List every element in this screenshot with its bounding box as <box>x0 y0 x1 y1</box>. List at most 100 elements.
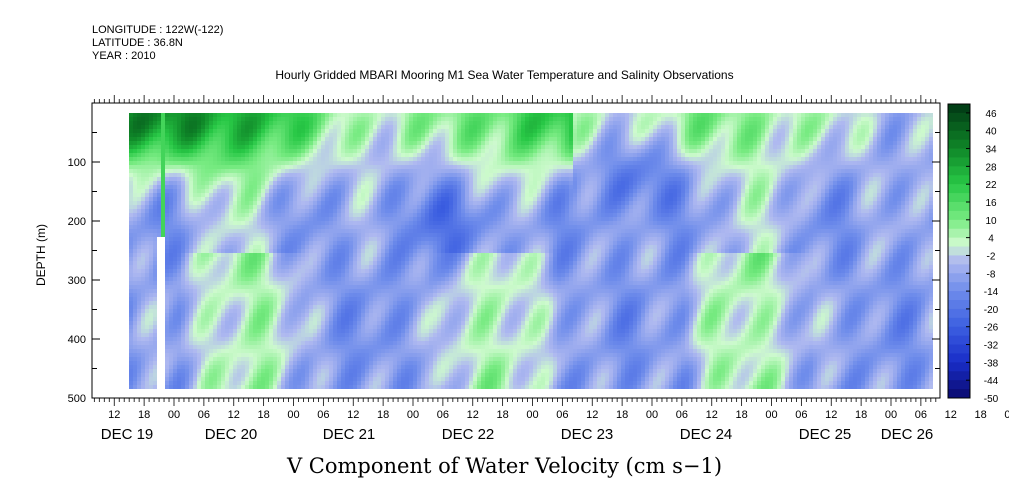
colorbar: 46 40 34 28 22 16 10 4 -2 -8 -14 -20 -26 -32 -38 -44 -50 <box>947 103 999 405</box>
colorbar-band <box>948 362 970 372</box>
colorbar-band <box>948 237 970 248</box>
colorbar-label: 16 <box>985 198 997 209</box>
colorbar-label: -8 <box>987 269 996 280</box>
colorbar-band <box>948 228 970 239</box>
x-tick-label: 12 <box>108 409 120 421</box>
x-tick-label: 06 <box>198 409 210 421</box>
x-tick-label: 12 <box>945 409 957 421</box>
y-tick-label: 400 <box>68 334 86 346</box>
colorbar-label: -20 <box>984 305 999 316</box>
x-tick-label: 18 <box>497 409 509 421</box>
x-tick-label: 12 <box>706 409 718 421</box>
longitude-label: LONGITUDE : 122W(-122) <box>92 24 224 36</box>
colorbar-band <box>948 112 970 123</box>
colorbar-band <box>948 335 970 346</box>
colorbar-label: -32 <box>984 341 999 352</box>
day-label: DEC 25 <box>799 426 852 443</box>
day-label: DEC 22 <box>442 426 495 443</box>
x-tick-label: 18 <box>855 409 867 421</box>
x-tick-label: 18 <box>258 409 270 421</box>
colorbar-label: -14 <box>984 287 999 298</box>
x-tick-label: 12 <box>586 409 598 421</box>
x-tick-label: 18 <box>138 409 150 421</box>
x-tick-label: 00 <box>407 409 419 421</box>
x-axis-label: V Component of Water Velocity (cm s−1) <box>286 454 723 478</box>
chart-title: Hourly Gridded MBARI Mooring M1 Sea Wate… <box>275 68 734 82</box>
colorbar-band <box>948 104 970 114</box>
colorbar-band <box>948 139 970 150</box>
colorbar-band <box>948 308 970 319</box>
colorbar-label: 28 <box>985 162 997 173</box>
x-tick-label: 12 <box>347 409 359 421</box>
day-label: DEC 26 <box>881 426 934 443</box>
x-tick-label: 12 <box>467 409 479 421</box>
colorbar-label: 22 <box>985 180 997 191</box>
colorbar-band <box>948 300 970 310</box>
colorbar-band <box>948 246 970 256</box>
x-tick-label: 06 <box>676 409 688 421</box>
colorbar-label: -38 <box>984 358 999 369</box>
colorbar-band <box>948 389 970 399</box>
colorbar-band <box>948 219 970 230</box>
x-tick-label: 18 <box>736 409 748 421</box>
day-label: DEC 24 <box>680 426 733 443</box>
colorbar-band <box>948 326 970 337</box>
colorbar-band <box>948 380 970 390</box>
y-tick-label: 100 <box>68 157 86 169</box>
colorbar-band <box>948 193 970 203</box>
colorbar-label: -50 <box>984 394 999 405</box>
colorbar-band <box>948 282 970 292</box>
x-tick-label: 06 <box>437 409 449 421</box>
x-tick-label: 06 <box>915 409 927 421</box>
day-label: DEC 20 <box>205 426 258 443</box>
colorbar-label: 34 <box>985 145 997 156</box>
day-label: DEC 19 <box>101 426 154 443</box>
x-tick-label: 00 <box>168 409 180 421</box>
y-tick-label: 500 <box>68 393 86 405</box>
colorbar-band <box>948 255 970 265</box>
colorbar-band <box>948 184 970 194</box>
colorbar-label: -2 <box>987 251 996 262</box>
x-tick-label: 18 <box>616 409 628 421</box>
x-tick-label: 00 <box>885 409 897 421</box>
colorbar-band <box>948 130 970 141</box>
colorbar-band <box>948 148 970 158</box>
colorbar-band <box>948 210 970 221</box>
x-tick-label: 06 <box>795 409 807 421</box>
x-tick-label: 00 <box>646 409 658 421</box>
colorbar-band <box>948 273 970 283</box>
colorbar-label: 4 <box>988 234 994 245</box>
colorbar-band <box>948 291 970 301</box>
colorbar-band <box>948 264 970 274</box>
x-tick-label: 06 <box>556 409 568 421</box>
colorbar-band <box>948 317 970 328</box>
colorbar-band <box>948 353 970 363</box>
x-tick-label: 18 <box>377 409 389 421</box>
x-tick-label: 00 <box>1004 409 1009 421</box>
year-label: YEAR : 2010 <box>92 50 156 62</box>
x-tick-label: 00 <box>287 409 299 421</box>
day-label: DEC 21 <box>323 426 376 443</box>
colorbar-band <box>948 157 970 167</box>
latitude-label: LATITUDE : 36.8N <box>92 37 183 49</box>
colorbar-band <box>948 166 970 176</box>
colorbar-label: 10 <box>985 216 997 227</box>
y-tick-label: 300 <box>68 275 86 287</box>
colorbar-band <box>948 121 970 132</box>
x-tick-label: 12 <box>228 409 240 421</box>
day-label: DEC 23 <box>561 426 614 443</box>
colorbar-band <box>948 344 970 354</box>
y-tick-label: 200 <box>68 216 86 228</box>
x-tick-label: 12 <box>825 409 837 421</box>
colorbar-label: 40 <box>985 127 997 138</box>
x-tick-label: 06 <box>317 409 329 421</box>
plot-area <box>91 102 941 399</box>
colorbar-label: -44 <box>984 376 999 387</box>
colorbar-label: -26 <box>984 323 999 334</box>
colorbar-label: 46 <box>985 109 997 120</box>
colorbar-band <box>948 175 970 185</box>
x-tick-label: 00 <box>526 409 538 421</box>
x-tick-label: 00 <box>765 409 777 421</box>
